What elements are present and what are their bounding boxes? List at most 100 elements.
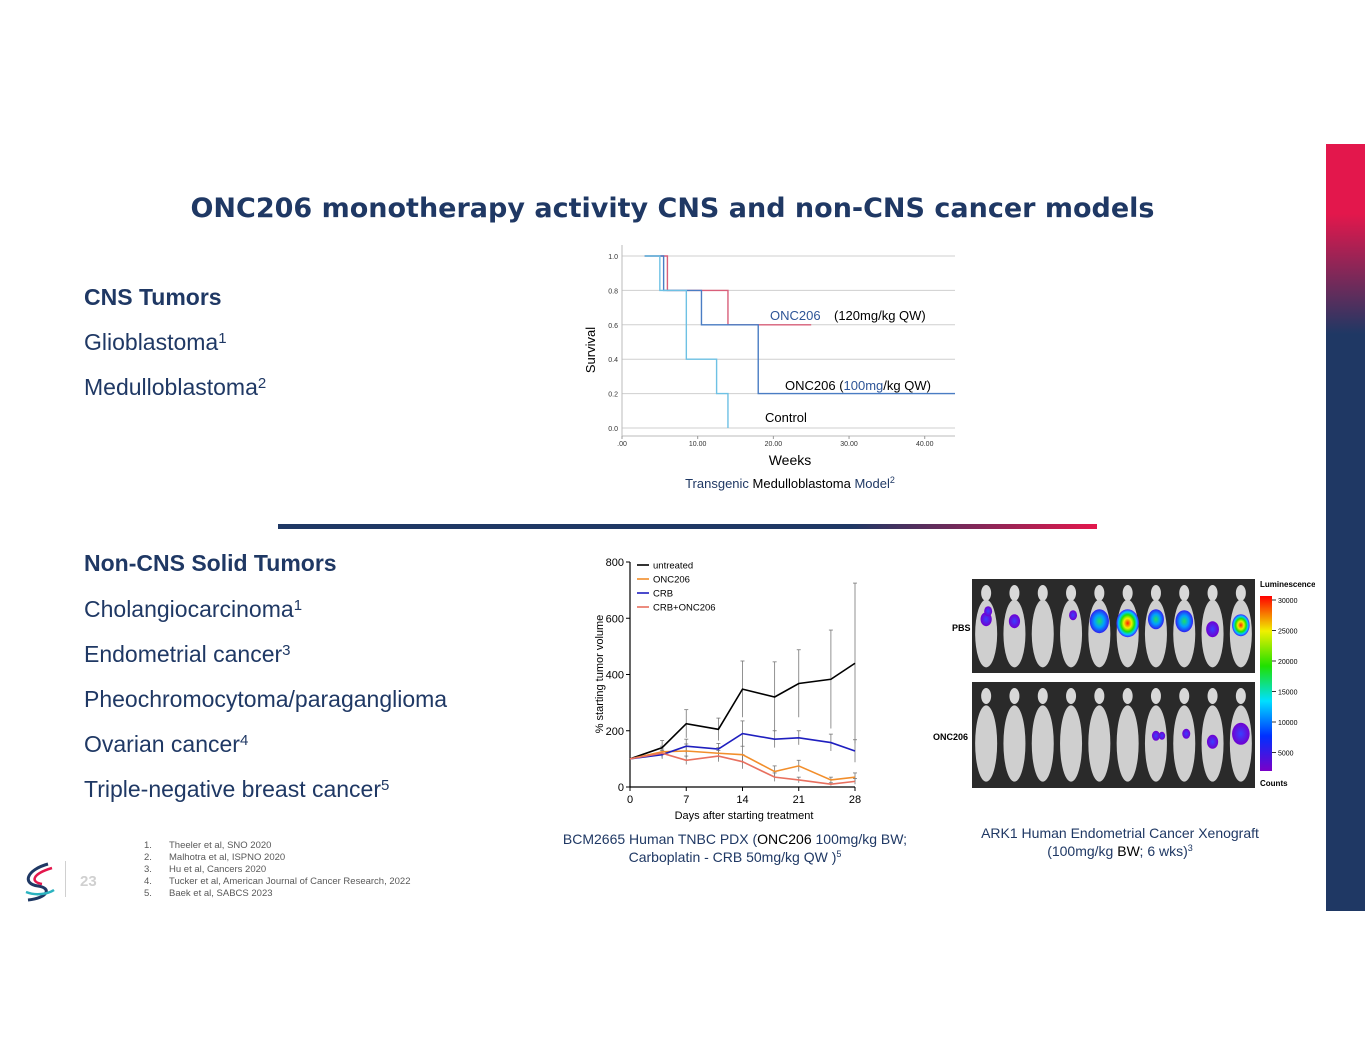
tnbc-series-line [629,752,856,785]
bioluminescence-signal [1232,614,1250,637]
section-divider [278,524,1097,529]
colorbar-tick: 20000 [1278,659,1298,666]
colorbar-tick: 25000 [1278,629,1298,636]
logo-separator [65,861,66,897]
bioluminescence-signal [1175,610,1194,633]
survival-chart: 0.0 0.2 0.4 0.6 0.8 1.0 .00 10.00 20.00 30.00 40.… [583,245,955,468]
survival-x-tick: 20.00 [765,441,783,448]
mouse-body [1173,705,1196,782]
row-label-pbs: PBS [952,623,971,633]
tnbc-y-tick: 0 [618,782,624,794]
tnbc-chart: 0 200 400 600 800 0 7 14 21 28 untreated ONC206 CR… [594,557,861,822]
footnote: 4. Tucker et al, American Journal of Canc… [144,876,411,887]
survival-x-label: Weeks [769,452,812,468]
survival-y-label: Survival [583,327,598,373]
mouse-body [1031,705,1054,782]
survival-y-tick: 1.0 [608,254,618,261]
cns-item-medulloblastoma: Medulloblastoma2 [84,374,267,400]
non-cns-heading: Non-CNS Solid Tumors [84,550,337,576]
mouse-head [1122,688,1133,704]
mouse-body [1144,705,1167,782]
survival-y-tick: 0.8 [608,288,618,295]
mouse-body [1060,599,1083,668]
mouse-head [1066,688,1077,704]
tnbc-x-tick: 21 [793,794,805,806]
tnbc-legend-label: CRB+ONC206 [653,603,716,614]
footnotes: 1. Theeler et al, SNO 2020 2. Malhotra et … [144,840,411,900]
tnbc-series-line [629,662,856,760]
survival-y-tick: 0.6 [608,323,618,330]
tnbc-y-tick: 600 [606,613,624,625]
tnbc-x-tick: 14 [736,794,748,806]
row-label-onc206: ONC206 [933,732,968,742]
non-cns-item-pheochromocytoma: Pheochromocytoma/paraganglioma [84,686,448,712]
non-cns-item-cholangiocarcinoma: Cholangiocarcinoma1 [84,596,303,622]
survival-y-tick: 0.2 [608,392,618,399]
annotation-onc206-100-c: /kg QW) [883,378,931,393]
survival-y-tick: 0.0 [608,426,618,433]
colorbar [1260,596,1272,771]
survival-series-line [644,255,729,428]
colorbar-tick: 10000 [1278,720,1298,727]
annotation-control: Control [765,410,807,425]
mouse-head [1235,688,1246,704]
bioluminescence-signal [1151,730,1160,741]
annotation-onc206-120-a: ONC206 [770,308,821,323]
footnote: 3. Hu et al, Cancers 2020 [144,864,267,875]
mouse-head [1122,585,1133,601]
mouse-head [1150,688,1161,704]
tnbc-legend-label: CRB [653,589,673,600]
mouse-body [975,705,998,782]
mouse-head [1009,688,1020,704]
tnbc-x-tick: 28 [849,794,861,806]
mouse-head [1037,688,1048,704]
non-cns-item-tnbc: Triple-negative breast cancer5 [84,776,390,802]
tnbc-x-label: Days after starting treatment [675,810,814,822]
mouse-head [1094,585,1105,601]
mouse-body [1173,599,1196,668]
tnbc-series-line [629,732,856,760]
page-title: ONC206 monotherapy activity CNS and non-… [190,193,1155,224]
mouse-body [1003,599,1026,668]
mouse-head [981,585,992,601]
bioluminescence-signal [1232,722,1250,745]
tnbc-caption: BCM2665 Human TNBC PDX (ONC206 100mg/kg … [562,831,908,865]
mouse-body [1088,705,1111,782]
survival-series-line [644,255,955,395]
tnbc-x-tick: 0 [627,794,633,806]
mouse-head [1066,585,1077,601]
bioluminescence-signal [1069,610,1078,621]
bioluminescence-signal [1008,614,1021,629]
bioluminescence-signal [1089,609,1109,634]
mouse-body [1116,705,1139,782]
tnbc-y-label: % starting tumor volume [594,615,606,734]
bioluminescence-signal [1206,621,1219,638]
mouse-head [1235,585,1246,601]
mouse-head [1150,585,1161,601]
mouse-head [1179,585,1190,601]
annotation-onc206-120-b: (120mg/kg QW) [834,308,926,323]
bioluminescence-imaging: PBS ONC206 Luminescence 30000 25000 20000 1… [933,579,1315,788]
tnbc-legend-label: ONC206 [653,575,690,586]
survival-x-tick: .00 [617,441,627,448]
mouse-body [1003,705,1026,782]
colorbar-tick: 5000 [1278,751,1294,758]
mouse-head [1009,585,1020,601]
tnbc-x-tick: 7 [683,794,689,806]
mouse-head [981,688,992,704]
survival-y-tick: 0.4 [608,357,618,364]
survival-x-tick: 30.00 [840,441,858,448]
tnbc-y-tick: 800 [606,557,624,569]
bioluminescence-signal [1116,609,1139,638]
tnbc-y-tick: 400 [606,670,624,682]
footnote: 2. Malhotra et al, ISPNO 2020 [144,852,286,863]
bioluminescence-signal [1147,609,1164,630]
tnbc-y-tick: 200 [606,726,624,738]
mouse-head [1179,688,1190,704]
non-cns-item-ovarian: Ovarian cancer4 [84,731,249,757]
survival-x-tick: 40.00 [916,441,934,448]
mouse-head [1207,688,1218,704]
cns-item-glioblastoma: Glioblastoma1 [84,329,227,355]
colorbar-title: Luminescence [1260,580,1315,589]
mouse-head [1207,585,1218,601]
